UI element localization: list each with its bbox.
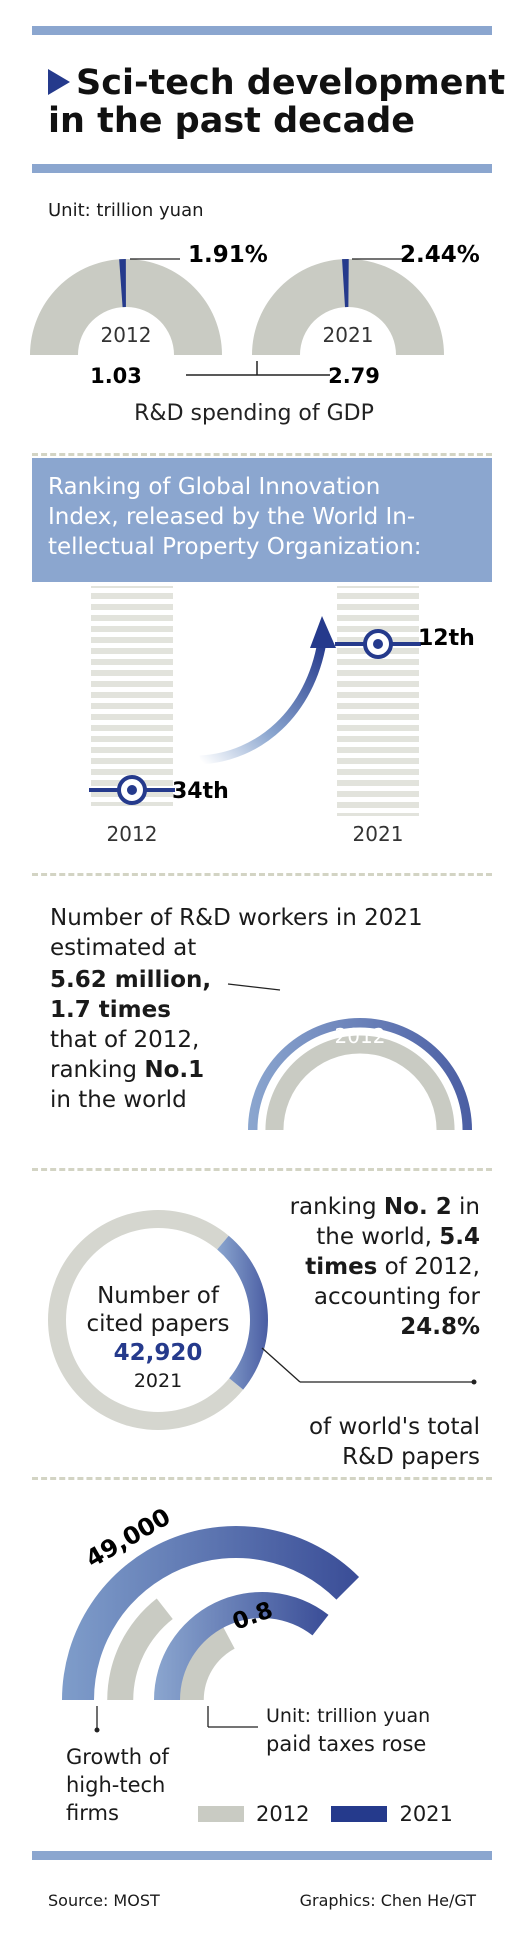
- taxes-2021-value: 2.3: [291, 1643, 331, 1689]
- workers-line-1: Number of R&D workers in 2021: [50, 905, 423, 931]
- workers-ranking-pre: ranking: [50, 1057, 145, 1083]
- play-triangle-icon: [48, 69, 70, 95]
- firms-2021-value: 330,000: [382, 1571, 467, 1689]
- unit-label: Unit: trillion yuan: [48, 200, 204, 221]
- rd-spending-caption: R&D spending of GDP: [134, 401, 374, 426]
- page-title: Sci-tech development in the past decade: [48, 64, 508, 140]
- papers-ring-share: [217, 1235, 268, 1390]
- footer-rule: [32, 1851, 492, 1860]
- workers-ranking: ranking No.1: [50, 1055, 423, 1085]
- year-2012-label: 2012: [101, 323, 152, 347]
- firms-caption-1: Growth of: [66, 1745, 169, 1769]
- workers-2012-label: 2012: [335, 1024, 386, 1048]
- title-rule: [32, 164, 492, 173]
- year-2021-label: 2021: [323, 323, 374, 347]
- taxes-caption: Unit: trillion yuan paid taxes rose: [266, 1702, 430, 1758]
- pointer-dot: [471, 1379, 477, 1385]
- firms-arc-2012: [107, 1598, 173, 1700]
- title-line-2: in the past decade: [48, 101, 416, 141]
- legend-label-2012: 2012: [256, 1802, 310, 1826]
- papers-text-2: of world's total R&D papers: [262, 1412, 480, 1472]
- gii-column-2021: [337, 586, 419, 816]
- papers-r1-bold: No. 2: [383, 1194, 452, 1220]
- papers-r2-bold: 5.4: [439, 1224, 480, 1250]
- papers-year: 2021: [133, 1370, 183, 1392]
- share-2021-label: 2.44%: [400, 242, 480, 268]
- legend-swatch-2021: [331, 1806, 388, 1822]
- rank-up-arrow: [199, 641, 327, 765]
- papers-r1-post: in: [451, 1194, 480, 1220]
- papers-share: 24.8%: [400, 1314, 480, 1340]
- papers-r1-pre: ranking: [289, 1194, 384, 1220]
- papers-center-line-2: cited papers: [86, 1311, 230, 1337]
- gii-banner: Ranking of Global Innovation Index, rele…: [32, 458, 492, 582]
- papers-pointer: [261, 1347, 301, 1383]
- gii-ranking-chart: 2012 2021 34th 12th: [89, 586, 475, 846]
- gii-column-2012: [91, 586, 173, 806]
- workers-text: Number of R&D workers in 2021 estimated …: [50, 903, 423, 1115]
- rank-dot-2012: [127, 785, 137, 795]
- arrow-head-icon: [310, 616, 336, 648]
- firms-caption-2: high-tech: [66, 1773, 166, 1797]
- graphics-credit: Graphics: Chen He/GT: [299, 1891, 476, 1910]
- papers-r3-bold: times: [305, 1254, 378, 1280]
- spending-2012-value: 1.03: [90, 364, 142, 388]
- papers-r3-post: of 2012,: [377, 1254, 480, 1280]
- banner-line-2: Index, released by the World In-: [48, 504, 416, 530]
- taxes-arc-2021: [154, 1592, 329, 1700]
- rank-2012-label: 34th: [172, 779, 229, 804]
- firms-caption: Growth of high-tech firms: [66, 1743, 169, 1827]
- title-line-1: Sci-tech development: [76, 63, 506, 103]
- papers-r6: of world's total: [308, 1414, 480, 1440]
- workers-chart: 2021 2012: [227, 983, 472, 1130]
- divider-2: [32, 873, 492, 876]
- papers-center-line-1: Number of: [97, 1283, 219, 1309]
- firms-caption-3: firms: [66, 1801, 119, 1825]
- papers-text: ranking No. 2 in the world, 5.4 times of…: [262, 1192, 480, 1342]
- rank-dot-2021: [373, 639, 383, 649]
- banner-line-3: tellectual Property Organization:: [48, 534, 422, 560]
- gdp-share-marker-2012: [119, 259, 126, 308]
- rank-2021-label: 12th: [418, 626, 475, 651]
- workers-2021-label: 2021: [335, 984, 386, 1008]
- workers-line-2: estimated at: [50, 935, 197, 961]
- spending-2021-value: 2.79: [328, 364, 380, 388]
- gii-year-2012: 2012: [107, 822, 158, 846]
- firms-arc-2021: [62, 1526, 360, 1700]
- taxes-caption-2: paid taxes rose: [266, 1732, 427, 1756]
- taxes-arc-2012: [177, 1625, 235, 1700]
- workers-arc-2012: [265, 1035, 455, 1130]
- source-credit: Source: MOST: [48, 1891, 160, 1910]
- divider-3: [32, 1168, 492, 1171]
- papers-r4: accounting for: [313, 1284, 480, 1310]
- legend-label-2021: 2021: [399, 1802, 453, 1826]
- papers-r2-pre: the world,: [316, 1224, 440, 1250]
- taxes-caption-1: Unit: trillion yuan: [266, 1705, 431, 1727]
- firms-pointer-dot: [94, 1727, 100, 1733]
- firms-taxes-chart: 49,000 330,000 0.8 2.3: [62, 1503, 467, 1733]
- workers-times: 1.7 times: [50, 997, 171, 1023]
- divider-4: [32, 1477, 492, 1480]
- gii-year-2021: 2021: [353, 822, 404, 846]
- rd-spending-chart: 2012 2021 1.03 2.79 1.91% 2.44% R&D spen…: [30, 242, 480, 426]
- gdp-gauge-2012: [30, 259, 222, 355]
- workers-pointer: [227, 983, 281, 991]
- legend: 2012 2021: [198, 1800, 453, 1828]
- legend-swatch-2012: [198, 1806, 244, 1822]
- papers-chart: [48, 1210, 477, 1430]
- papers-ring-rest: [48, 1210, 244, 1430]
- workers-line-5: that of 2012,: [50, 1027, 200, 1053]
- workers-value: 5.62 million,: [50, 967, 212, 993]
- papers-count: 42,920: [113, 1340, 203, 1366]
- workers-ranking-bold: No.1: [144, 1057, 205, 1083]
- top-rule: [32, 26, 492, 35]
- papers-r7: R&D papers: [342, 1444, 480, 1470]
- workers-line-7: in the world: [50, 1087, 187, 1113]
- share-2012-label: 1.91%: [188, 242, 268, 268]
- gdp-share-marker-2021: [342, 259, 349, 308]
- banner-line-1: Ranking of Global Innovation: [48, 474, 381, 500]
- divider-1: [32, 453, 492, 456]
- papers-center: Number of cited papers 42,920 2021: [78, 1282, 238, 1394]
